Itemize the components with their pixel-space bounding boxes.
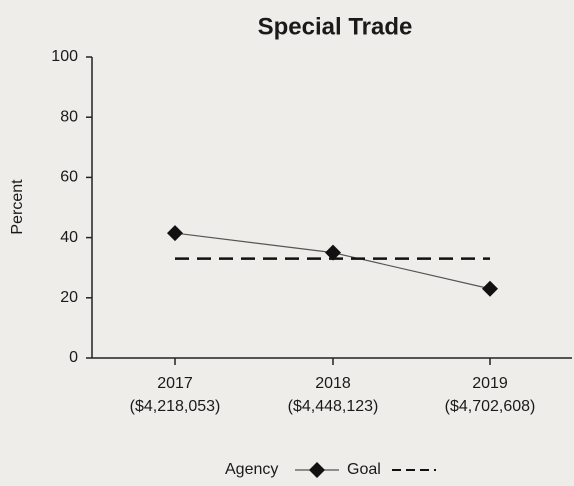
y-tick-label: 60 [60, 169, 78, 186]
point [482, 280, 498, 297]
legend-label: Agency [225, 461, 278, 478]
y-tick-label: 80 [60, 108, 78, 125]
point [325, 244, 341, 261]
legend-label: Goal [347, 461, 381, 478]
x-tick-label: ($4,448,123) [288, 398, 379, 415]
y-tick-label: 40 [60, 229, 78, 246]
point [167, 225, 183, 242]
x-tick-label: ($4,702,608) [445, 398, 536, 415]
y-tick-label: 100 [51, 48, 78, 65]
legend-marker [309, 462, 325, 478]
x-tick-label: 2019 [472, 375, 508, 392]
x-tick-label: 2018 [315, 375, 351, 392]
x-tick-label: ($4,218,053) [130, 398, 221, 415]
y-tick-label: 20 [60, 289, 78, 306]
chart-title: Special Trade [258, 13, 413, 40]
y-axis-label: Percent [9, 179, 26, 235]
x-tick-label: 2017 [157, 375, 193, 392]
y-tick-label: 0 [69, 349, 78, 366]
